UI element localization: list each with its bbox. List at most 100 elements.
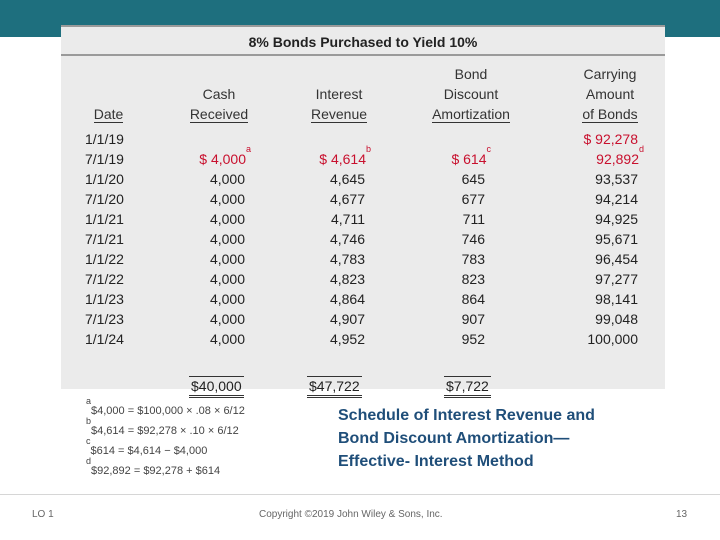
cell-value: 952 xyxy=(461,331,485,347)
cell-value: 746 xyxy=(461,231,485,247)
amortization-cell: 864 xyxy=(431,289,491,309)
interest-cell xyxy=(299,129,371,149)
cash-cell: 4,000 xyxy=(179,269,251,289)
footnote-mark: b xyxy=(365,144,371,154)
cell-value: 7/1/20 xyxy=(85,191,124,207)
cell-value: $ 614 xyxy=(451,151,487,167)
carrying-cell: 97,277 xyxy=(566,269,644,289)
interest-cell: $ 4,614b xyxy=(299,145,371,169)
amortization-cell: 952 xyxy=(431,329,491,349)
carrying-cell: 96,454 xyxy=(566,249,644,269)
cell-value: 677 xyxy=(461,191,485,207)
cash-cell: 4,000 xyxy=(179,169,251,189)
cell-value: 7/1/19 xyxy=(85,151,124,167)
date-cell: 1/1/23 xyxy=(85,289,145,309)
cell-value: 99,048 xyxy=(595,311,638,327)
slide-caption: Schedule of Interest Revenue and Bond Di… xyxy=(338,407,595,470)
header-cash-received: Cash Received xyxy=(189,86,249,123)
amortization-cell: 711 xyxy=(431,209,491,229)
cell-value: 4,952 xyxy=(329,331,365,347)
cell-value: 100,000 xyxy=(587,331,638,347)
footnote-mark: d xyxy=(638,144,644,154)
header-carrying-amount: Carrying Amount of Bonds xyxy=(582,66,638,123)
amortization-cell: 677 xyxy=(431,189,491,209)
amortization-cell: 823 xyxy=(431,269,491,289)
amortization-cell: $ 614c xyxy=(431,145,491,169)
footnote-item: c$614 = $4,614 − $4,000 xyxy=(86,437,245,461)
cell-value: 4,746 xyxy=(329,231,365,247)
cell-value: $ 4,000 xyxy=(199,151,246,167)
cell-value: 7/1/23 xyxy=(85,311,124,327)
cell-value: 4,000 xyxy=(209,331,245,347)
interest-cell: 4,677 xyxy=(299,189,371,209)
cell-value: 4,000 xyxy=(209,231,245,247)
cell-value: 98,141 xyxy=(595,291,638,307)
cell-value: 1/1/19 xyxy=(85,131,124,147)
cell-value: 1/1/24 xyxy=(85,331,124,347)
cash-cell: 4,000 xyxy=(179,209,251,229)
table-title: 8% Bonds Purchased to Yield 10% xyxy=(61,25,665,56)
date-cell: 1/1/22 xyxy=(85,249,145,269)
cell-value: 4,783 xyxy=(329,251,365,267)
amortization-cell: 783 xyxy=(431,249,491,269)
cell-value: 4,000 xyxy=(209,211,245,227)
cell-value: $ 4,614 xyxy=(319,151,366,167)
carrying-cell: 99,048 xyxy=(566,309,644,329)
cash-cell: 4,000 xyxy=(179,229,251,249)
cell-value: 4,000 xyxy=(209,191,245,207)
cash-cell: $ 4,000a xyxy=(179,145,251,169)
footnote-item: b$4,614 = $92,278 × .10 × 6/12 xyxy=(86,417,245,441)
cell-value: 783 xyxy=(461,251,485,267)
footnote-mark: d xyxy=(86,456,92,466)
interest-cell: 4,907 xyxy=(299,309,371,329)
carrying-cell: 100,000 xyxy=(566,329,644,349)
total-interest-revenue: $47,722 xyxy=(307,376,362,398)
interest-cell: 4,952 xyxy=(299,329,371,349)
carrying-amount-column: $ 92,278 92,892d 93,537 94,214 94,925 95,671 9… xyxy=(566,129,645,349)
learning-objective: LO 1 xyxy=(32,509,54,520)
cell-value: 4,000 xyxy=(209,251,245,267)
amortization-column: $ 614c 645 677 711 746 783 823 864 907 952 xyxy=(431,129,491,349)
date-cell: 7/1/23 xyxy=(85,309,145,329)
cell-value: 711 xyxy=(462,211,485,227)
cell-value: 1/1/23 xyxy=(85,291,124,307)
cell-value: 97,277 xyxy=(595,271,638,287)
cell-value: 645 xyxy=(461,171,485,187)
carrying-cell: 98,141 xyxy=(566,289,644,309)
interest-cell: 4,783 xyxy=(299,249,371,269)
interest-cell: 4,823 xyxy=(299,269,371,289)
amortization-cell: 746 xyxy=(431,229,491,249)
date-cell: 1/1/21 xyxy=(85,209,145,229)
date-cell: 7/1/22 xyxy=(85,269,145,289)
date-cell: 1/1/19 xyxy=(85,129,145,149)
cell-value: 92,892 xyxy=(596,151,639,167)
cash-cell: 4,000 xyxy=(179,329,251,349)
footnote-item: d$92,892 = $92,278 + $614 xyxy=(86,457,245,481)
footnote-mark: c xyxy=(486,144,492,154)
cell-value: 907 xyxy=(461,311,485,327)
interest-cell: 4,864 xyxy=(299,289,371,309)
carrying-cell: 94,925 xyxy=(566,209,644,229)
bond-schedule-table: 8% Bonds Purchased to Yield 10% Date Cas… xyxy=(61,25,665,398)
cell-value: 4,000 xyxy=(209,311,245,327)
total-cash-received: $40,000 xyxy=(189,376,244,398)
carrying-cell: $ 92,278 xyxy=(566,129,644,149)
header-date: Date xyxy=(93,106,124,123)
cell-value: 4,823 xyxy=(329,271,365,287)
date-column: 1/1/19 7/1/19 1/1/20 7/1/20 1/1/21 7/1/21 1/1/… xyxy=(85,129,145,349)
date-cell: 1/1/24 xyxy=(85,329,145,349)
date-cell: 7/1/20 xyxy=(85,189,145,209)
date-cell: 7/1/19 xyxy=(85,149,145,169)
cash-received-column: $ 4,000a 4,000 4,000 4,000 4,000 4,000 4,000 4,… xyxy=(179,129,251,349)
total-amortization: $7,722 xyxy=(444,376,491,398)
interest-cell: 4,711 xyxy=(299,209,371,229)
interest-cell: 4,645 xyxy=(299,169,371,189)
carrying-cell: 95,671 xyxy=(566,229,644,249)
cash-cell: 4,000 xyxy=(179,289,251,309)
footnote-item: a$4,000 = $100,000 × .08 × 6/12 xyxy=(86,397,245,421)
header-interest-revenue: Interest Revenue xyxy=(310,86,368,123)
footnote-mark: a xyxy=(245,144,251,154)
cell-value: 4,645 xyxy=(329,171,365,187)
cash-cell: 4,000 xyxy=(179,309,251,329)
cash-cell: 4,000 xyxy=(179,249,251,269)
